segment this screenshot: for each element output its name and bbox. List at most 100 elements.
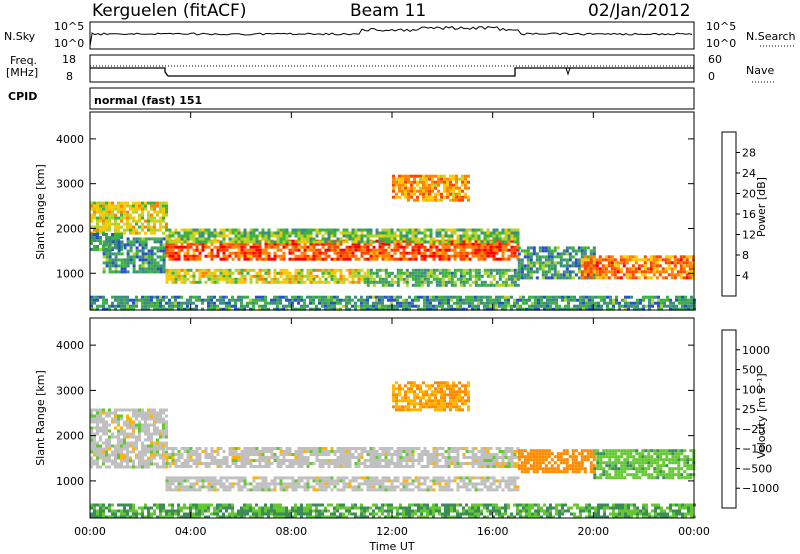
echo-cell [498, 245, 502, 249]
echo-cell [114, 246, 118, 250]
echo-cell [291, 251, 295, 255]
echo-cell [231, 231, 235, 235]
echo-cell [186, 456, 190, 459]
echo-cell [309, 280, 313, 284]
echo-cell [261, 456, 265, 459]
echo-cell [688, 273, 692, 277]
echo-cell [555, 295, 558, 299]
echo-cell [252, 245, 256, 249]
echo-cell [255, 482, 259, 486]
echo-cell [216, 453, 220, 456]
echo-cell [507, 228, 511, 232]
echo-cell [159, 219, 162, 223]
echo-cell [396, 280, 400, 284]
echo-cell [429, 254, 433, 258]
echo-cell [144, 417, 147, 421]
echo-cell [267, 254, 271, 258]
echo-cell [679, 255, 683, 259]
echo-cell [510, 228, 514, 232]
echo-cell [459, 447, 463, 450]
echo-cell [111, 237, 115, 241]
echo-cell [601, 267, 605, 271]
echo-cell [360, 228, 364, 232]
echo-cell [309, 450, 313, 453]
echo-cell [425, 186, 428, 190]
echo-cell [573, 307, 576, 311]
echo-cell [336, 239, 340, 243]
echo-cell [177, 240, 181, 244]
echo-cell [375, 231, 379, 235]
echo-cell [93, 236, 96, 239]
echo-cell [465, 251, 469, 255]
echo-cell [243, 280, 247, 284]
echo-cell [105, 219, 108, 223]
noise-left-tick-bottom: 10^0 [54, 37, 84, 50]
echo-cell [381, 295, 384, 299]
echo-cell [105, 429, 108, 433]
echo-cell [258, 251, 262, 255]
echo-cell [330, 447, 334, 450]
echo-cell [183, 459, 187, 462]
echo-cell [438, 447, 442, 450]
echo-cell [186, 301, 189, 305]
echo-cell [165, 447, 169, 450]
echo-cell [240, 476, 244, 480]
echo-cell [444, 257, 448, 261]
echo-cell [105, 444, 108, 448]
echo-cell [550, 276, 554, 280]
echo-cell [150, 417, 153, 421]
echo-cell [189, 257, 193, 261]
echo-cell [486, 234, 490, 238]
echo-cell [303, 237, 307, 241]
echo-cell [354, 257, 358, 261]
echo-cell [312, 248, 316, 252]
echo-cell [90, 456, 93, 460]
echo-cell [144, 432, 147, 436]
echo-cell [156, 270, 160, 274]
echo-cell [150, 456, 153, 460]
echo-cell [354, 307, 357, 311]
echo-cell [459, 268, 463, 272]
echo-cell [378, 248, 382, 252]
echo-cell [372, 240, 376, 244]
echo-cell [444, 234, 448, 238]
echo-cell [312, 274, 316, 278]
echo-cell [222, 268, 226, 272]
echo-cell [360, 268, 364, 272]
echo-cell [180, 456, 184, 459]
echo-cell [129, 435, 132, 439]
echo-cell [192, 462, 196, 465]
echo-cell [447, 465, 451, 468]
echo-cell [435, 304, 438, 308]
echo-cell [396, 257, 400, 261]
echo-cell [402, 479, 406, 483]
echo-cell [279, 450, 283, 453]
echo-cell [357, 268, 361, 272]
echo-cell [213, 456, 217, 459]
echo-cell [264, 295, 267, 299]
echo-cell [129, 307, 132, 311]
echo-cell [363, 274, 367, 278]
echo-cell [387, 459, 391, 462]
echo-cell [398, 174, 401, 178]
echo-cell [528, 304, 531, 308]
echo-cell [468, 234, 472, 238]
echo-cell [294, 307, 297, 311]
echo-cell [111, 435, 114, 439]
echo-cell [303, 450, 307, 453]
echo-cell [453, 271, 457, 275]
echo-cell [422, 183, 425, 187]
echo-cell [96, 216, 99, 220]
echo-cell [495, 234, 499, 238]
echo-cell [282, 459, 286, 462]
echo-cell [627, 301, 630, 305]
echo-cell [393, 295, 396, 299]
echo-cell [474, 254, 478, 258]
echo-cell [207, 465, 211, 468]
echo-cell [366, 283, 370, 287]
echo-cell [372, 251, 376, 255]
echo-cell [348, 248, 352, 252]
echo-cell [360, 295, 363, 299]
echo-cell [216, 462, 220, 465]
echo-cell [99, 219, 102, 223]
